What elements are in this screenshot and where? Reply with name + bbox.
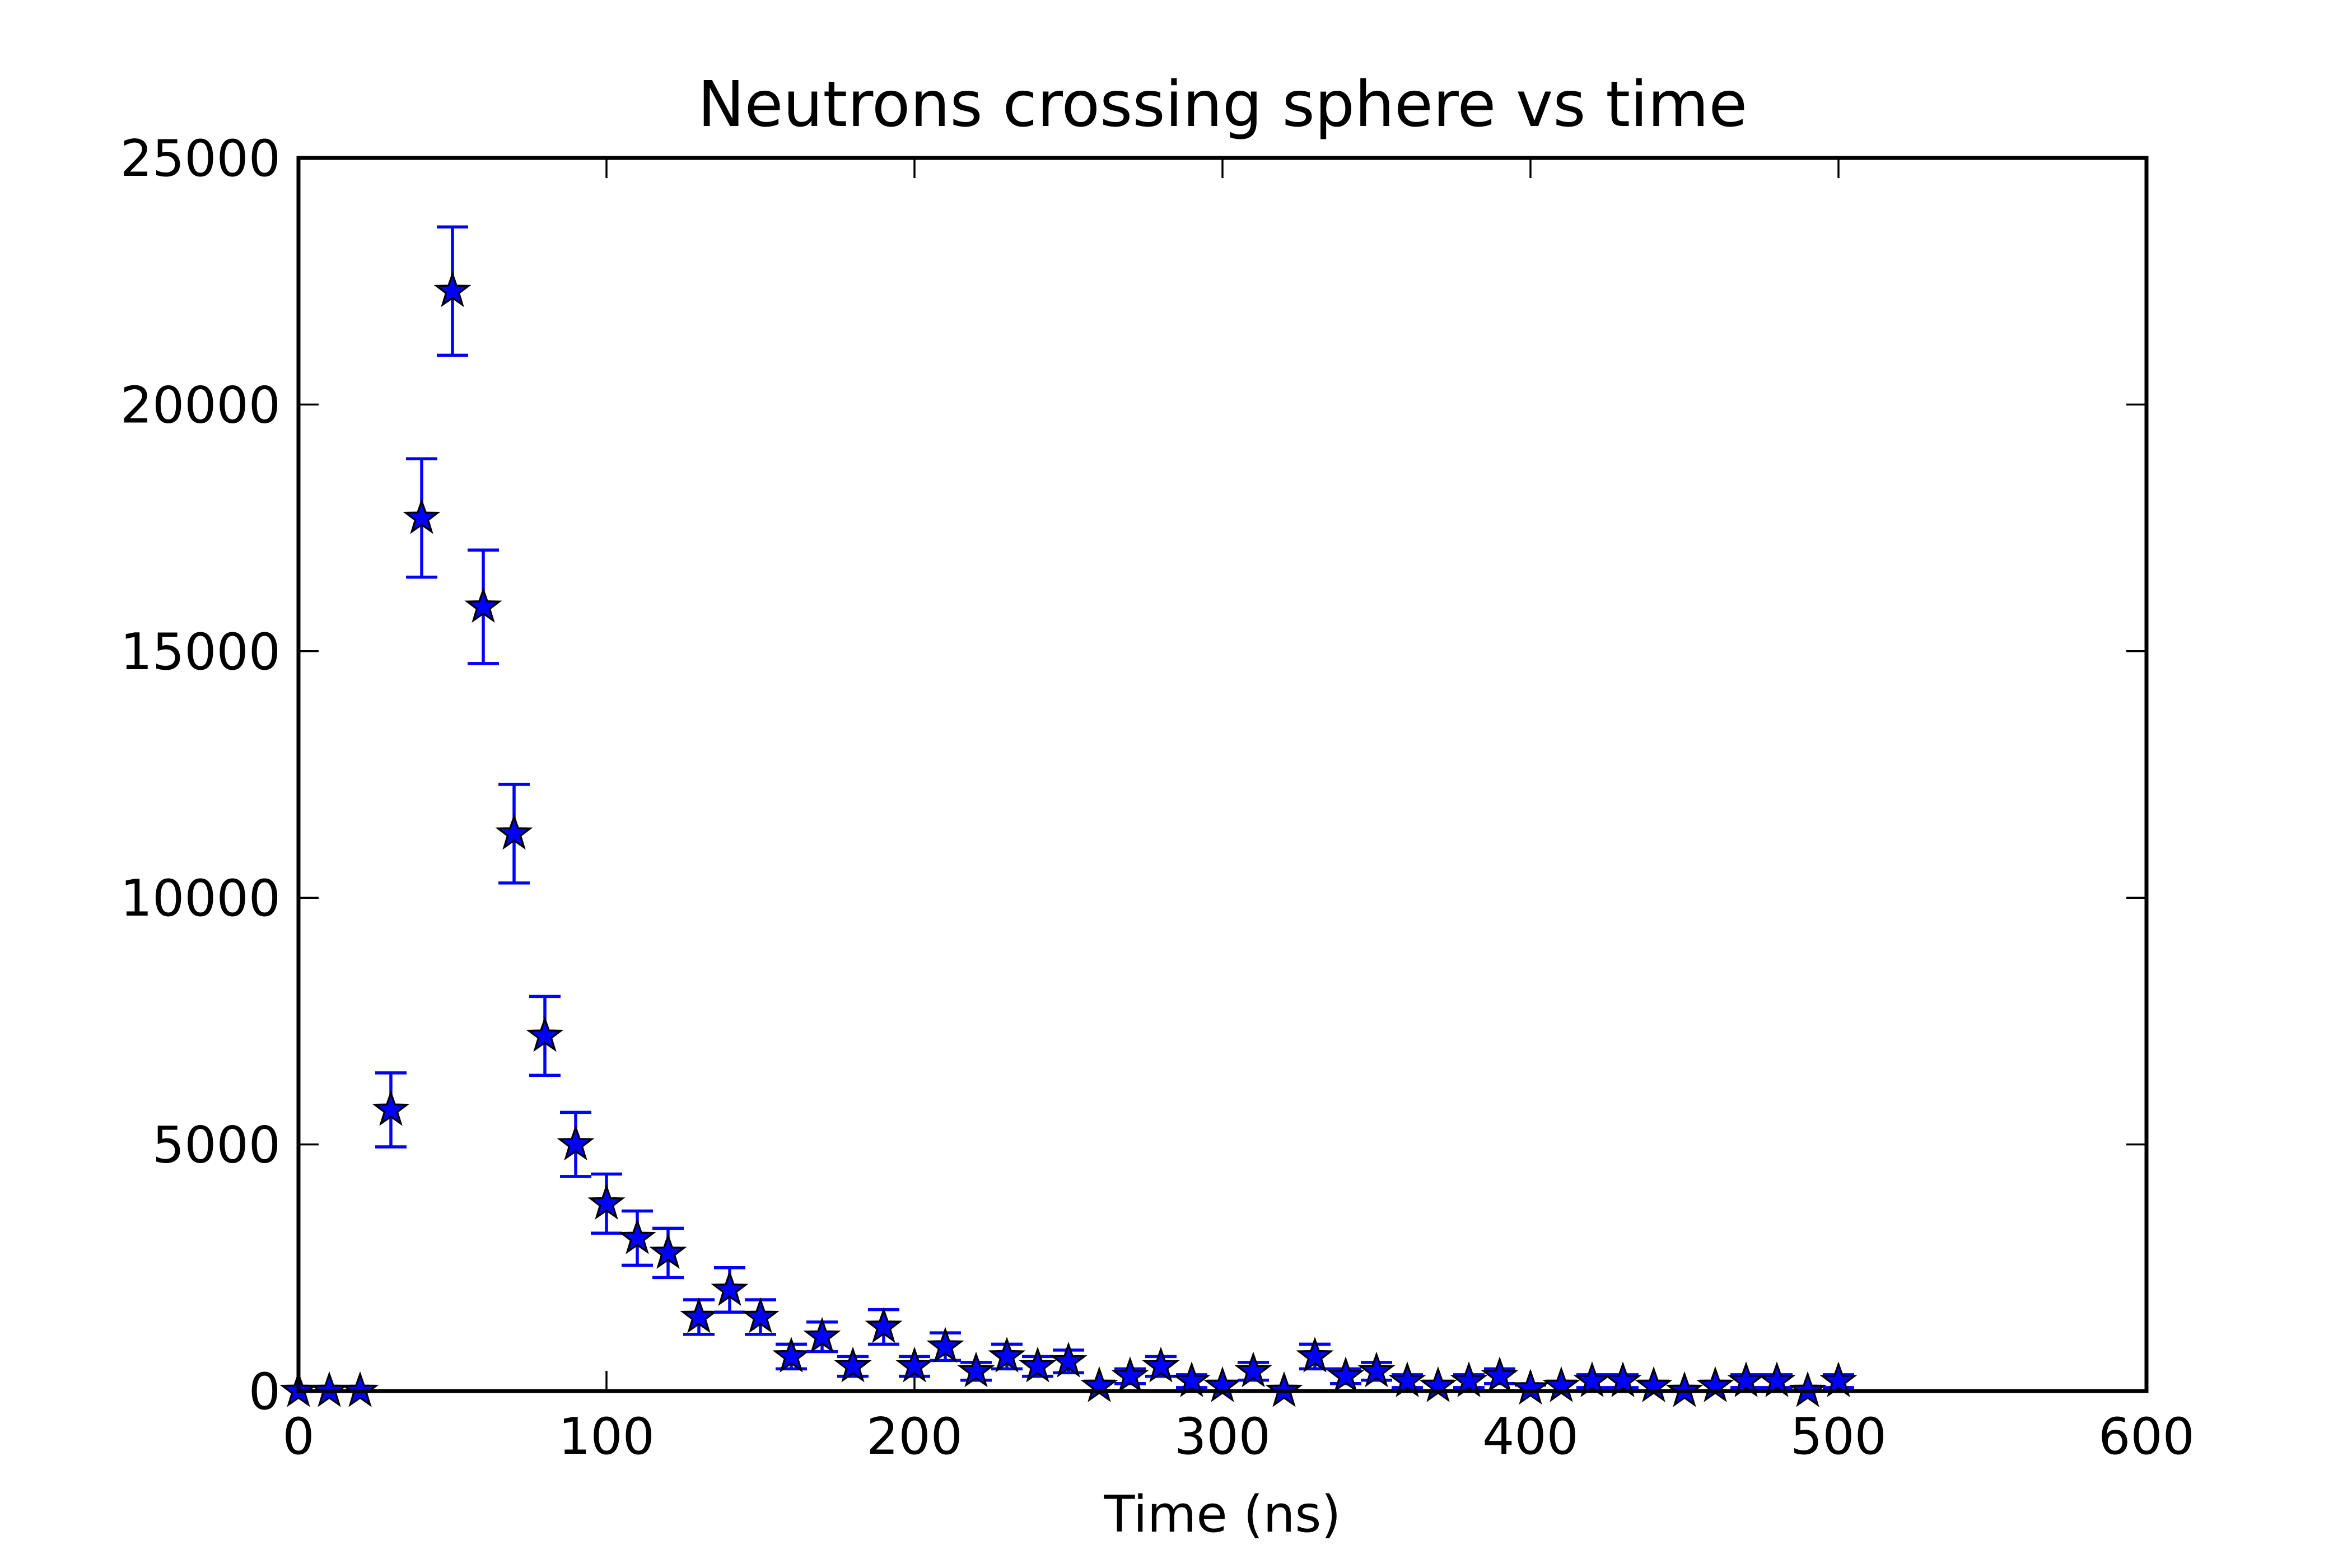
- x-tick-label: 200: [866, 1407, 963, 1466]
- data-point: [1604, 1361, 1642, 1398]
- x-tick-label: 100: [558, 1407, 655, 1466]
- data-point: [772, 1336, 810, 1373]
- data-point: [834, 1346, 872, 1383]
- data-point: [1234, 1351, 1272, 1388]
- data-point: [1635, 1366, 1673, 1402]
- x-axis-label: Time (ns): [1103, 1485, 1341, 1544]
- data-point: [1080, 1366, 1118, 1402]
- data-point: [1327, 1356, 1365, 1393]
- data-point: [1758, 1361, 1796, 1398]
- data-point: [957, 1351, 995, 1388]
- data-point: [1542, 1366, 1580, 1402]
- data-point: [741, 1297, 780, 1333]
- x-tick-label: 600: [2098, 1407, 2195, 1466]
- plot-frame: [296, 156, 2149, 1393]
- data-point: [433, 271, 472, 307]
- data-point: [1173, 1361, 1211, 1398]
- data-point: [1819, 1361, 1858, 1398]
- data-point: [1203, 1366, 1242, 1402]
- data-point: [1142, 1346, 1180, 1383]
- data-point: [1296, 1336, 1334, 1373]
- data-point: [1450, 1361, 1488, 1398]
- data-point: [618, 1218, 656, 1254]
- data-point: [1573, 1361, 1611, 1398]
- data-point: [464, 587, 502, 623]
- chart-title: Neutrons crossing sphere vs time: [698, 68, 1748, 141]
- x-tick-label: 300: [1174, 1407, 1271, 1466]
- data-point: [526, 1016, 564, 1052]
- data-point: [403, 498, 441, 534]
- data-point: [372, 1090, 410, 1126]
- data-point: [1019, 1346, 1057, 1383]
- data-point: [926, 1327, 964, 1363]
- data-points: [279, 225, 1858, 1407]
- data-point: [1511, 1369, 1550, 1405]
- x-tick-label: 500: [1790, 1407, 1887, 1466]
- x-tick-label: 0: [282, 1407, 314, 1466]
- data-point: [557, 1124, 595, 1161]
- y-axis: 0 5000 10000 15000 20000 25000: [120, 129, 2146, 1421]
- x-tick-label: 400: [1482, 1407, 1579, 1466]
- y-tick-label: 15000: [120, 623, 281, 682]
- data-point: [895, 1346, 934, 1383]
- data-point: [865, 1307, 903, 1343]
- data-point: [1419, 1366, 1457, 1402]
- data-point: [1481, 1356, 1519, 1393]
- data-point: [649, 1233, 687, 1269]
- y-tick-label: 20000: [120, 376, 281, 435]
- data-point: [587, 1183, 626, 1220]
- data-point: [803, 1317, 841, 1353]
- y-tick-label: 5000: [152, 1116, 281, 1175]
- data-point: [1357, 1351, 1396, 1388]
- y-tick-label: 10000: [120, 869, 281, 928]
- data-point: [495, 814, 533, 850]
- x-axis: 0 100 200 300 400 500 600: [282, 158, 2195, 1466]
- data-point: [1049, 1341, 1088, 1378]
- data-point: [680, 1297, 718, 1333]
- data-point: [988, 1336, 1026, 1373]
- data-point: [1727, 1361, 1765, 1398]
- data-point: [1696, 1366, 1734, 1402]
- y-tick-label: 25000: [120, 129, 281, 188]
- y-tick-label: 0: [249, 1362, 281, 1421]
- data-point: [1388, 1361, 1426, 1398]
- data-point: [711, 1270, 749, 1306]
- data-point: [1111, 1356, 1149, 1393]
